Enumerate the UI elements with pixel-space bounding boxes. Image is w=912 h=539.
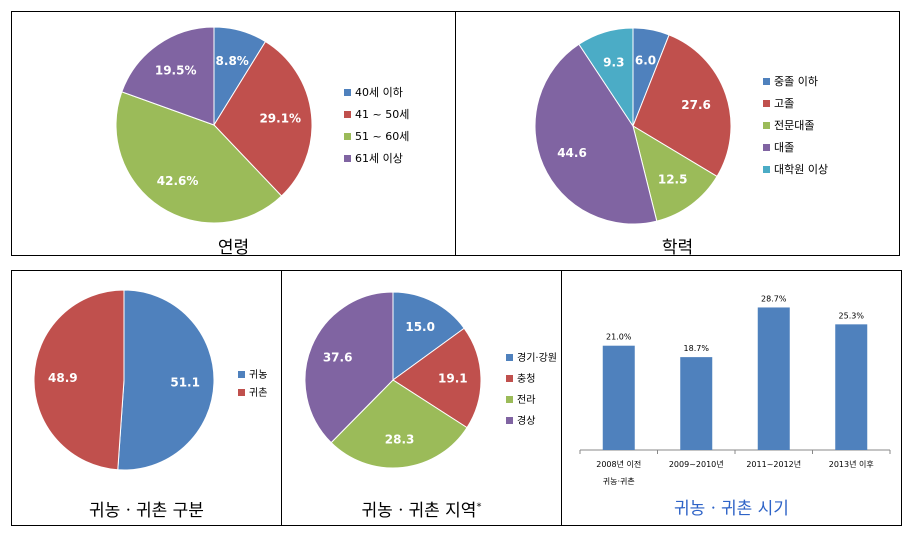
pie-value-label: 48.9 [48,371,78,385]
caption-region-text: 귀농ㆍ귀촌 지역 [361,501,477,521]
pie-value-label: 8.8% [216,54,249,68]
pie-slice [330,379,468,469]
legend-label: 대졸 [774,141,794,154]
pie-slice [117,289,215,471]
caption-period: 귀농ㆍ귀촌 시기 [674,499,789,519]
x-tick-label: 2008년 이전 [596,459,641,469]
bar [757,307,790,450]
legend-label: 경기·강원 [517,351,557,364]
legend-label: 대학원 이상 [774,163,828,176]
legend-swatch [344,155,351,162]
caption-age: 연령 [217,238,250,258]
pie-value-label: 42.6% [157,174,199,188]
pie-value-label: 44.6 [557,146,587,160]
x-tick-label: 2009~2010년 [669,459,724,469]
bar-value-label: 28.7% [761,294,787,303]
legend-swatch [763,144,770,151]
legend-label: 전문대졸 [774,119,814,132]
x-tick-label: 2011~2012년 [746,459,801,469]
caption-region-mark: * [476,501,482,513]
pie-value-label: 29.1% [259,111,301,125]
caption-type: 귀농ㆍ귀촌 구분 [89,501,204,521]
pie-value-label: 15.0 [405,320,435,334]
legend-swatch [344,133,351,140]
legend-swatch [344,89,351,96]
pie-slice [304,291,394,444]
legend-swatch [238,389,245,396]
panel-age: 8.8% 29.1% 42.6% 19.5% 40세 이하 41 ~ 50세 51 ~ 60… [11,11,456,258]
legend-swatch [763,100,770,107]
legend-label: 충청 [517,373,535,385]
pie-slice [392,291,465,381]
bar-value-label: 18.7% [684,344,710,353]
pie-value-label: 6.0 [635,54,656,68]
pie-slice [632,34,732,178]
legend-label: 고졸 [774,97,794,110]
legend-label: 귀촌 [249,387,267,399]
legend-label: 51 ~ 60세 [355,130,409,143]
pie-value-label: 27.6 [681,98,711,112]
pie-value-label: 9.3 [603,55,624,69]
pie-slice [121,26,215,126]
legend-label: 귀농 [249,369,267,381]
pie-value-label: 12.5 [658,173,688,187]
pie-value-label: 28.3 [385,433,415,447]
x-tick-label: 2013년 이후 [829,459,874,469]
chart-age: 8.8% 29.1% 42.6% 19.5% 40세 이하 41 ~ 50세 51 ~ 60… [115,26,409,224]
bar-value-label: 21.0% [606,333,632,342]
legend-label: 전라 [517,394,535,406]
pie-value-label: 51.1 [170,375,200,389]
pie-slice [115,91,283,224]
bar [602,345,635,450]
pie-value-label: 19.5% [155,64,197,78]
legend-swatch [763,122,770,129]
legend-swatch [763,78,770,85]
legend-label: 경상 [517,414,535,427]
legend-swatch [506,396,513,403]
legend-label: 41 ~ 50세 [355,108,409,121]
legend-swatch [506,354,513,361]
caption-education: 학력 [661,238,694,258]
pie-value-label: 19.1 [438,372,468,386]
pie-slice [632,124,718,222]
bar [680,357,713,450]
legend-label: 40세 이하 [355,85,403,99]
bar-value-label: 25.3% [839,311,865,320]
legend-swatch [506,375,513,382]
pie-slice [534,43,658,225]
pie-slice [578,27,634,128]
legend-swatch [344,111,351,118]
legend-swatch [238,371,245,378]
x-tick-label: 귀농·귀촌 [603,476,635,486]
pie-slice [33,289,125,471]
legend-label: 61세 이상 [355,152,403,165]
bar [835,324,868,450]
legend-swatch [763,166,770,173]
pie-slice [213,40,313,197]
pie-slice [392,327,482,429]
legend-swatch [506,417,513,424]
pie-value-label: 37.6 [323,350,353,364]
caption-region: 귀농ㆍ귀촌 지역* [282,496,561,521]
legend-label: 중졸 이하 [774,74,818,88]
